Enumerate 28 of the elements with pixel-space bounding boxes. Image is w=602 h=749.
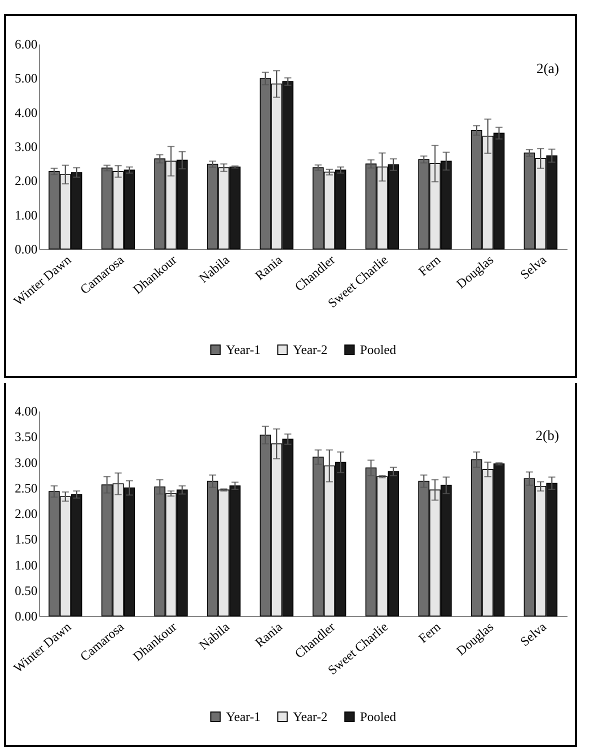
legend-label: Pooled: [360, 708, 397, 724]
x-tick-label: Fern: [415, 252, 444, 279]
annotation: 2(b): [536, 429, 560, 444]
annotation: 2(a): [536, 62, 560, 77]
y-tick-label: 1.00: [14, 207, 38, 222]
y-tick-label: 0.00: [14, 242, 38, 256]
x-tick-label: Selva: [517, 618, 550, 650]
y-tick-label: 2.00: [14, 506, 38, 521]
y-tick-label: 0.00: [14, 608, 38, 624]
y-tick-label: 0.50: [14, 582, 38, 598]
y-tick-label: 3.00: [14, 139, 38, 154]
y-tick-label: 2.50: [14, 480, 38, 496]
legend-label: Year-1: [226, 342, 261, 357]
x-tick-label: Fern: [415, 618, 444, 646]
legend-label: Year-2: [293, 708, 328, 724]
x-tick-label: Selva: [517, 252, 550, 282]
legend-label: Year-2: [293, 342, 328, 357]
legend-label: Year-1: [226, 708, 261, 724]
legend-label: Pooled: [360, 342, 397, 357]
y-tick-label: 1.50: [14, 532, 38, 547]
y-tick-label: 3.00: [14, 454, 38, 470]
y-tick-label: 5.00: [14, 70, 38, 86]
y-tick-label: 4.00: [14, 404, 38, 418]
y-tick-label: 2.00: [14, 173, 38, 188]
y-tick-label: 6.00: [14, 36, 38, 52]
y-tick-label: 1.00: [14, 557, 38, 572]
y-tick-label: 4.00: [14, 104, 38, 120]
y-tick-label: 3.50: [14, 429, 38, 444]
